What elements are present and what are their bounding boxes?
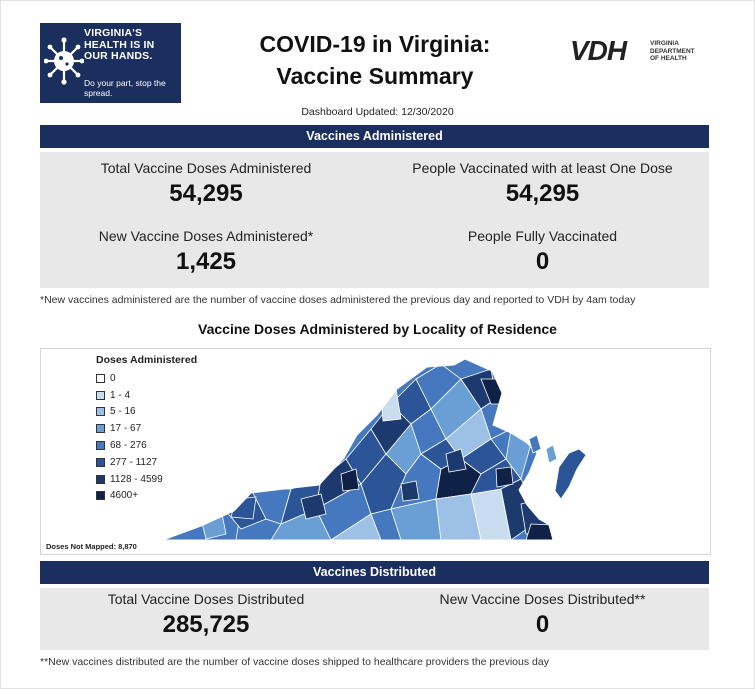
title-line-1: COVID-19 in Virginia: bbox=[259, 31, 491, 57]
new-distributed-label: New Vaccine Doses Distributed** bbox=[439, 591, 646, 607]
people-vaccinated-stat: People Vaccinated with at least One Dose… bbox=[376, 160, 709, 208]
new-doses-stat: New Vaccine Doses Administered* 1,425 bbox=[40, 228, 372, 276]
logo-headline: VIRGINIA'S HEALTH IS IN OUR HANDS. bbox=[84, 27, 155, 62]
fully-vaccinated-label: People Fully Vaccinated bbox=[467, 228, 618, 244]
vaccines-administered-header: Vaccines Administered bbox=[40, 125, 709, 148]
legend-item: 17 - 67 bbox=[96, 420, 197, 437]
locality-map[interactable]: Doses Administered 0 1 - 4 5 - 16 17 - 6… bbox=[40, 348, 711, 555]
total-distributed-value: 285,725 bbox=[162, 611, 250, 638]
legend-item: 5 - 16 bbox=[96, 404, 197, 421]
legend-item: 68 - 276 bbox=[96, 437, 197, 454]
legend-item: 1128 - 4599 bbox=[96, 471, 197, 488]
people-vaccinated-label: People Vaccinated with at least One Dose bbox=[412, 160, 673, 176]
legend-item: 277 - 1127 bbox=[96, 454, 197, 471]
legend-label: 277 - 1127 bbox=[110, 456, 158, 468]
legend-label: 68 - 276 bbox=[110, 440, 147, 452]
legend-label: 1128 - 4599 bbox=[110, 473, 163, 485]
people-vaccinated-value: 54,295 bbox=[505, 180, 580, 207]
legend-swatch bbox=[96, 390, 105, 400]
legend-swatch bbox=[96, 373, 105, 383]
legend-item: 4600+ bbox=[96, 488, 197, 505]
page-title: COVID-19 in Virginia: Vaccine Summary bbox=[235, 28, 515, 92]
legend-swatch bbox=[96, 441, 105, 451]
fully-vaccinated-stat: People Fully Vaccinated 0 bbox=[376, 228, 709, 276]
map-legend: Doses Administered 0 1 - 4 5 - 16 17 - 6… bbox=[96, 354, 197, 504]
vaccines-distributed-header: Vaccines Distributed bbox=[40, 561, 709, 584]
doses-not-mapped: Doses Not Mapped: 8,870 bbox=[46, 542, 137, 551]
legend-swatch bbox=[96, 407, 105, 417]
legend-swatch bbox=[96, 491, 105, 501]
new-distributed-stat: New Vaccine Doses Distributed** 0 bbox=[376, 591, 709, 639]
vaccines-administered-panel: Total Vaccine Doses Administered 54,295 … bbox=[40, 152, 709, 288]
administered-footnote: *New vaccines administered are the numbe… bbox=[40, 294, 636, 306]
logo-tagline: Do your part, stop the spread. bbox=[84, 78, 166, 98]
virginia-health-logo: VIRGINIA'S HEALTH IS IN OUR HANDS. Do yo… bbox=[40, 23, 181, 103]
fully-vaccinated-value: 0 bbox=[535, 248, 550, 275]
legend-swatch bbox=[96, 474, 105, 484]
virginia-choropleth[interactable] bbox=[41, 349, 710, 554]
map-title: Vaccine Doses Administered by Locality o… bbox=[198, 321, 557, 337]
total-distributed-stat: Total Vaccine Doses Distributed 285,725 bbox=[40, 591, 372, 639]
legend-item: 0 bbox=[96, 370, 197, 387]
total-doses-stat: Total Vaccine Doses Administered 54,295 bbox=[40, 160, 372, 208]
vdh-department-name: VIRGINIA DEPARTMENT OF HEALTH bbox=[650, 40, 695, 62]
virus-icon bbox=[44, 37, 84, 85]
new-doses-label: New Vaccine Doses Administered* bbox=[98, 228, 314, 244]
vdh-letters: VDH bbox=[570, 35, 627, 66]
legend-label: 1 - 4 bbox=[110, 389, 131, 401]
vaccines-distributed-panel: Total Vaccine Doses Distributed 285,725 … bbox=[40, 588, 709, 650]
distributed-footnote: **New vaccines distributed are the numbe… bbox=[40, 656, 549, 668]
legend-label: 4600+ bbox=[110, 490, 139, 502]
total-doses-value: 54,295 bbox=[169, 180, 243, 207]
total-distributed-label: Total Vaccine Doses Distributed bbox=[107, 591, 305, 607]
legend-label: 17 - 67 bbox=[110, 423, 142, 435]
legend-item: 1 - 4 bbox=[96, 387, 197, 404]
legend-label: 5 - 16 bbox=[110, 406, 136, 418]
new-distributed-value: 0 bbox=[535, 611, 550, 638]
legend-swatch bbox=[96, 457, 105, 467]
vdh-logo: VDH VIRGINIA DEPARTMENT OF HEALTH bbox=[570, 36, 710, 70]
title-line-2: Vaccine Summary bbox=[276, 63, 474, 89]
legend-title: Doses Administered bbox=[96, 354, 198, 366]
legend-label: 0 bbox=[110, 372, 116, 384]
total-doses-label: Total Vaccine Doses Administered bbox=[100, 160, 312, 176]
legend-swatch bbox=[96, 424, 105, 434]
dashboard-updated: Dashboard Updated: 12/30/2020 bbox=[301, 106, 454, 118]
new-doses-value: 1,425 bbox=[175, 248, 237, 275]
